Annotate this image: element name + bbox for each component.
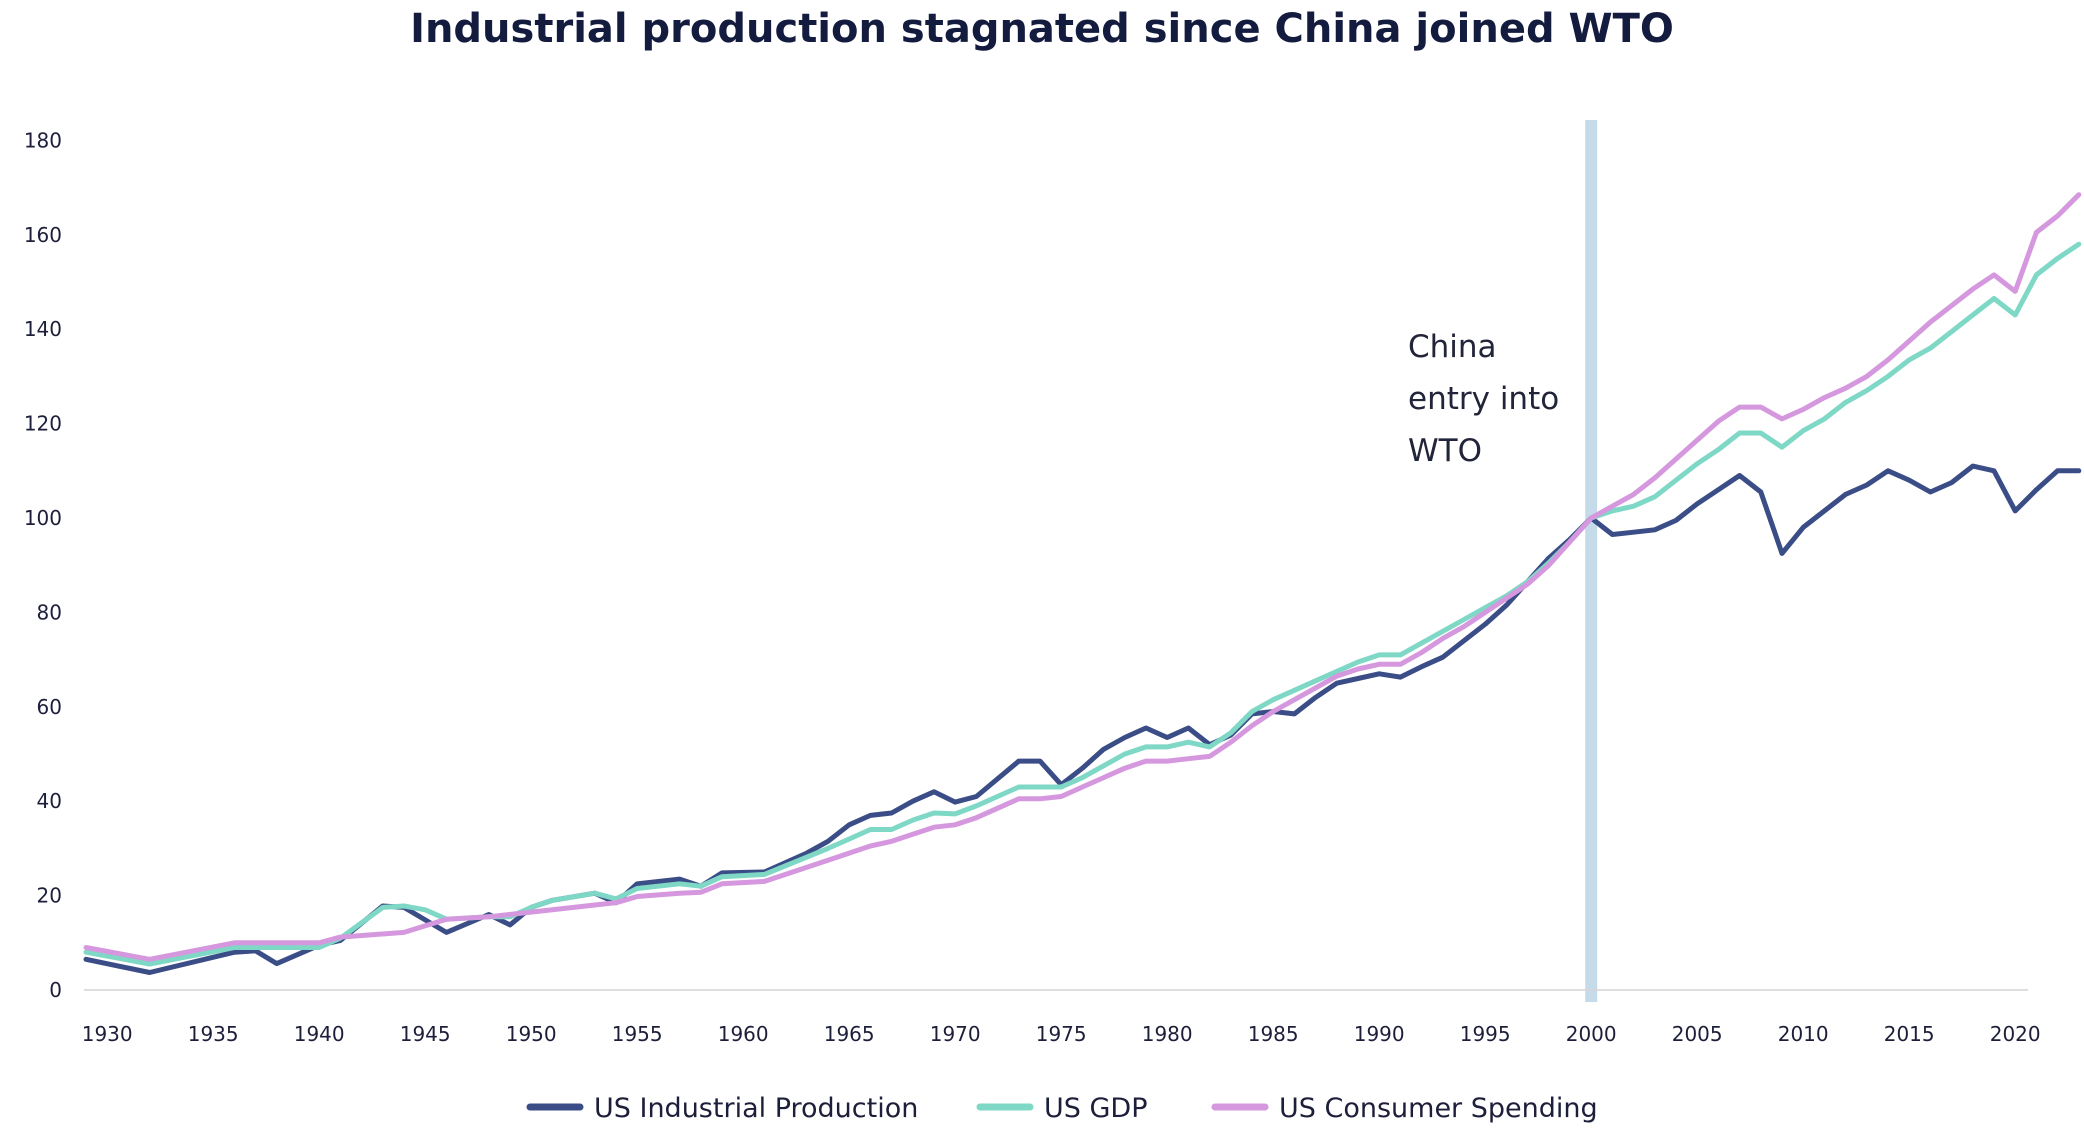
annotation-layer: China entry into WTO [1408,329,1559,469]
x-tick-label: 1950 [506,1022,557,1046]
x-tick-label: 1955 [612,1022,663,1046]
x-tick-label: 1970 [930,1022,981,1046]
legend-label-us-consumer-spending: US Consumer Spending [1279,1093,1598,1124]
x-tick-label: 1960 [718,1022,769,1046]
x-tick-label: 1940 [294,1022,345,1046]
chart-title: Industrial production stagnated since Ch… [410,6,1674,52]
y-tick-label: 160 [24,223,62,247]
x-tick-label: 1930 [82,1022,133,1046]
y-tick-label: 120 [24,412,62,436]
series-layer [83,192,2082,975]
x-tick-label: 2020 [1990,1022,2041,1046]
wto-highlight-layer [1585,120,1598,1002]
x-tick-label: 1990 [1354,1022,1405,1046]
y-tick-label: 180 [24,128,62,152]
y-tick-label: 20 [37,884,62,908]
x-tick-label: 2010 [1778,1022,1829,1046]
y-tick-label: 0 [49,978,62,1002]
legend: US Industrial Production US GDP US Consume… [526,1093,1598,1124]
x-tick-label: 1995 [1460,1022,1511,1046]
wto-entry-band [1585,120,1598,1002]
x-tick-label: 2005 [1672,1022,1723,1046]
wto-annotation-line: entry into [1408,381,1559,417]
wto-annotation-line: WTO [1408,433,1482,469]
wto-annotation-line: China [1408,329,1497,365]
legend-label-us-gdp: US GDP [1044,1093,1147,1124]
x-tick-label: 1965 [824,1022,875,1046]
tick-label-layer: 1930 1935 1940 1945 1950 1955 1960 1965 1970 1975… [24,128,2041,1046]
y-tick-label: 100 [24,506,62,530]
y-tick-label: 80 [37,600,62,624]
y-tick-label: 140 [24,317,62,341]
series-line-us-industrial-production [83,463,2082,975]
y-tick-label: 40 [37,789,62,813]
x-tick-label: 1935 [188,1022,239,1046]
x-tick-label: 1945 [400,1022,451,1046]
series-line-us-gdp [83,241,2082,967]
x-tick-label: 1985 [1248,1022,1299,1046]
legend-label-us-industrial-production: US Industrial Production [594,1093,918,1124]
x-tick-label: 2000 [1566,1022,1617,1046]
x-tick-label: 1975 [1036,1022,1087,1046]
x-tick-label: 1980 [1142,1022,1193,1046]
x-tick-label: 2015 [1884,1022,1935,1046]
series-line-us-consumer-spending [83,192,2082,962]
y-tick-label: 60 [37,695,62,719]
